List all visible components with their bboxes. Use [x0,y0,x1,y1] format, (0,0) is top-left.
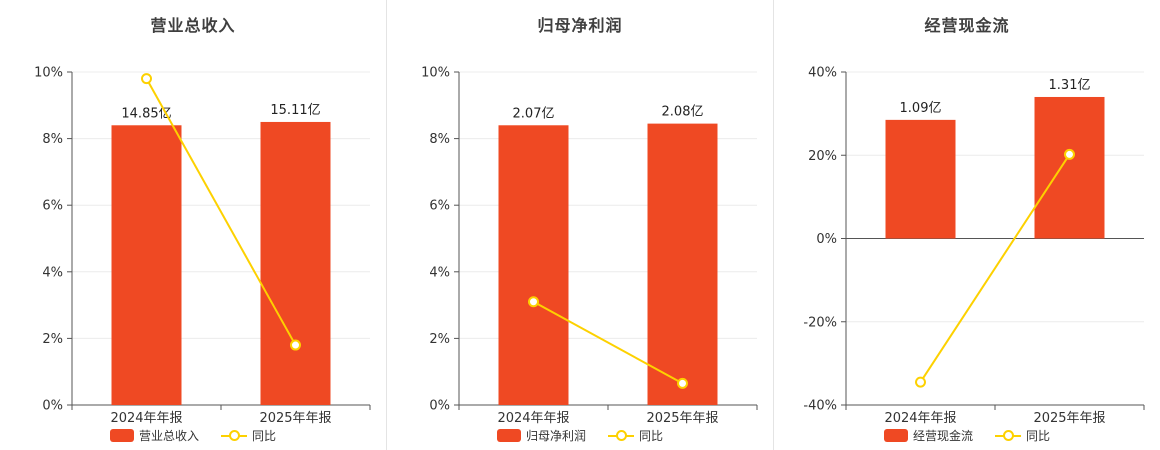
yoy-marker [141,73,152,85]
bar-value-label: 1.31亿 [1049,78,1091,93]
bar-2025年年报 [1034,96,1105,239]
bar-value-label: 14.85亿 [121,106,171,121]
y-tick-label: 2% [42,332,63,347]
x-category-label: 2024年年报 [884,411,956,426]
bar-value-label: 2.08亿 [662,105,704,120]
y-tick-label: 8% [42,132,63,147]
y-tick-label: 6% [42,199,63,214]
bar-value-label: 2.07亿 [513,106,555,121]
y-tick-label: 8% [429,132,450,147]
legend-item-bar-series[interactable]: 经营现金流 [883,427,973,444]
legend-item-bar-series[interactable]: 归母净利润 [496,427,586,444]
y-tick-label: 0% [429,399,450,414]
y-tick-label: 2% [429,332,450,347]
y-tick-label: -20% [803,315,837,330]
chart-legend: 营业总收入 同比 [0,427,386,444]
chart-plot: -40% -20% 0% 20% 40% 1.09亿 2024年年报 1.31亿 2025年年报 [803,66,1145,426]
legend-label: 经营现金流 [912,429,973,443]
yoy-line-swatch [608,429,634,442]
yoy-line [533,300,683,385]
chart-title: 经营现金流 [924,16,1010,35]
legend-label: 营业总收入 [138,429,199,443]
y-tick-label: -40% [803,399,837,414]
y-tick-label: 40% [808,66,837,81]
y-tick-label: 0% [42,399,63,414]
y-tick-label: 0% [816,232,837,247]
legend-label: 同比 [639,429,664,443]
yoy-line [919,153,1071,383]
yoy-marker [1064,148,1075,160]
y-tick-label: 10% [34,66,63,81]
bar-2024年年报 [885,119,956,239]
chart-title: 营业总收入 [150,16,236,35]
net-profit-chart-panel: 归母净利润 0% 2% 4% 6% 8% 10% 2.07亿 2024年年报 2.08亿 2025… [386,0,773,450]
bar-value-label: 15.11亿 [270,103,320,118]
legend-label: 同比 [252,429,277,443]
bar-color-swatch [883,429,908,442]
legend-item-yoy[interactable]: 同比 [608,427,663,444]
bar-2025年年报 [260,121,331,405]
legend-item-yoy[interactable]: 同比 [995,427,1050,444]
yoy-line-swatch [995,429,1021,442]
bar-value-label: 1.09亿 [900,101,942,116]
y-tick-label: 10% [421,66,450,81]
x-category-label: 2025年年报 [646,411,718,426]
chart-title: 归母净利润 [537,16,623,35]
chart-legend: 归母净利润 同比 [387,427,773,444]
legend-label: 同比 [1026,429,1051,443]
yoy-line [145,78,297,346]
bar-2024年年报 [498,125,569,405]
y-tick-label: 4% [429,265,450,280]
revenue-chart-panel: 营业总收入 0% 2% 4% 6% 8% 10% 14.85亿 2024年年报 15.11亿 20… [0,0,386,450]
y-tick-label: 4% [42,265,63,280]
bar-color-swatch [496,429,521,442]
chart-plot: 0% 2% 4% 6% 8% 10% 2.07亿 2024年年报 2.08亿 2025年年报 [421,66,758,426]
yoy-line-swatch [221,429,247,442]
bar-2025年年报 [647,123,718,406]
legend-label: 归母净利润 [525,429,586,443]
yoy-marker [915,376,926,388]
x-category-label: 2024年年报 [497,411,569,426]
legend-item-yoy[interactable]: 同比 [221,427,276,444]
chart-plot: 0% 2% 4% 6% 8% 10% 14.85亿 2024年年报 15.11亿 2025年年报 [34,66,371,426]
yoy-marker [528,296,539,308]
x-category-label: 2024年年报 [110,411,182,426]
y-tick-label: 6% [429,199,450,214]
y-tick-label: 20% [808,149,837,164]
x-category-label: 2025年年报 [1033,411,1105,426]
bar-2024年年报 [111,125,182,405]
yoy-marker [290,339,301,351]
chart-legend: 经营现金流 同比 [774,427,1160,444]
cashflow-chart-panel: 经营现金流 -40% -20% 0% 20% 40% 1.09亿 2024年年报 1.31亿 2… [773,0,1160,450]
legend-item-bar-series[interactable]: 营业总收入 [109,427,199,444]
bar-color-swatch [109,429,134,442]
yoy-marker [677,377,688,389]
x-category-label: 2025年年报 [259,411,331,426]
